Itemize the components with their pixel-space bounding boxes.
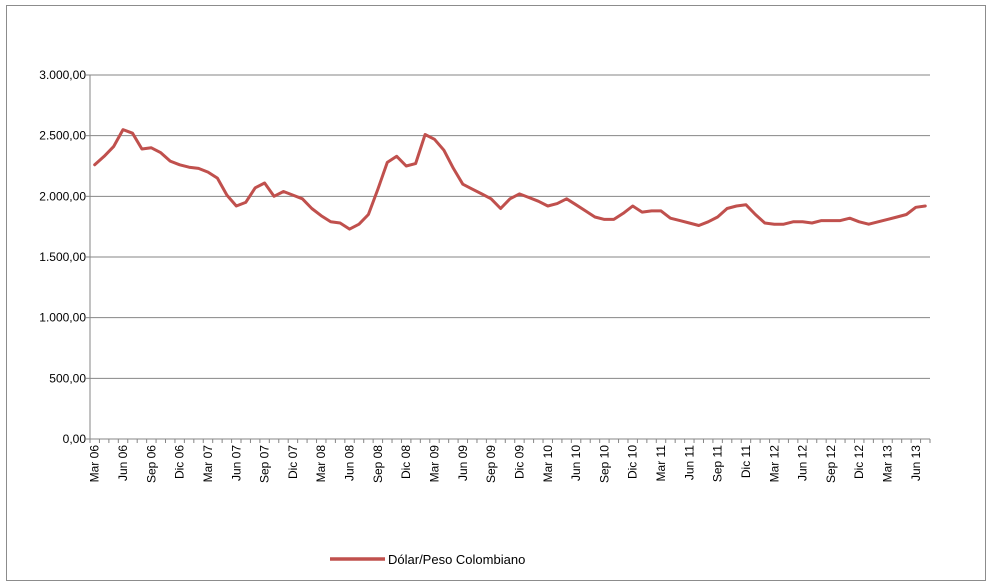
y-tick-label: 0,00 bbox=[63, 432, 87, 446]
x-tick-label: Dic 12 bbox=[852, 445, 866, 479]
x-tick-label: Dic 11 bbox=[739, 445, 753, 478]
x-tick-label: Sep 07 bbox=[258, 445, 272, 483]
y-tick-label: 2.500,00 bbox=[39, 129, 86, 143]
x-tick-label: Dic 07 bbox=[286, 445, 300, 479]
x-tick-label: Sep 06 bbox=[144, 445, 158, 483]
x-tick-label: Jun 08 bbox=[343, 445, 357, 481]
x-tick-label: Sep 08 bbox=[371, 445, 385, 483]
series-lines bbox=[93, 128, 927, 231]
x-tick-label: Mar 07 bbox=[201, 445, 215, 483]
legend: Dólar/Peso Colombiano bbox=[330, 552, 525, 567]
x-tick-label: Jun 12 bbox=[796, 445, 810, 481]
legend-label: Dólar/Peso Colombiano bbox=[388, 552, 525, 567]
y-axis-tick-labels: 0,00 500,00 1.000,00 1.500,00 2.000,00 2.500,… bbox=[39, 68, 86, 446]
x-tick-label: Jun 06 bbox=[116, 445, 130, 481]
x-tick-label: Sep 12 bbox=[824, 445, 838, 483]
x-tick-label: Jun 10 bbox=[569, 445, 583, 481]
x-tick-label: Mar 11 bbox=[654, 445, 668, 482]
x-tick-label: Sep 09 bbox=[484, 445, 498, 483]
x-tick-label: Mar 13 bbox=[881, 445, 895, 483]
axes bbox=[86, 74, 931, 443]
y-tick-label: 2.000,00 bbox=[39, 189, 86, 203]
x-tick-label: Jun 09 bbox=[456, 445, 470, 481]
x-tick-label: Dic 08 bbox=[399, 445, 413, 479]
x-tick-label: Jun 13 bbox=[909, 445, 923, 481]
x-tick-label: Mar 08 bbox=[314, 445, 328, 483]
x-tick-label: Dic 10 bbox=[626, 445, 640, 479]
x-tick-label: Mar 06 bbox=[88, 445, 102, 483]
x-tick-label: Dic 09 bbox=[512, 445, 526, 479]
x-tick-label: Mar 12 bbox=[767, 445, 781, 483]
x-tick-label: Dic 06 bbox=[173, 445, 187, 479]
y-tick-label: 1.000,00 bbox=[39, 311, 86, 325]
chart-frame bbox=[6, 5, 986, 581]
x-axis-tick-labels: Mar 06 Jun 06 Sep 06 Dic 06 Mar 07 Jun 07 Sep … bbox=[88, 445, 923, 483]
y-tick-label: 3.000,00 bbox=[39, 68, 86, 82]
y-tick-label: 500,00 bbox=[49, 371, 86, 385]
gridlines bbox=[90, 74, 930, 379]
series-line bbox=[93, 128, 927, 231]
x-tick-label: Mar 09 bbox=[427, 445, 441, 483]
y-tick-label: 1.500,00 bbox=[39, 250, 86, 264]
x-tick-label: Jun 11 bbox=[682, 445, 696, 480]
x-tick-label: Sep 10 bbox=[597, 445, 611, 483]
x-tick-label: Sep 11 bbox=[711, 445, 725, 482]
x-tick-label: Jun 07 bbox=[229, 445, 243, 481]
x-tick-label: Mar 10 bbox=[541, 445, 555, 483]
